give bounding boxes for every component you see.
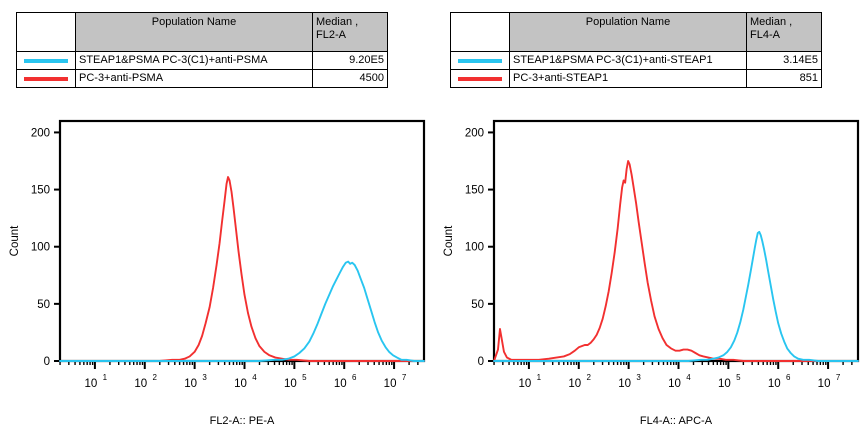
svg-text:10: 10 (284, 378, 297, 390)
svg-text:50: 50 (37, 299, 50, 311)
svg-text:Count: Count (443, 225, 455, 256)
svg-text:10: 10 (568, 378, 581, 390)
svg-text:150: 150 (31, 185, 50, 197)
svg-text:10: 10 (334, 378, 347, 390)
svg-text:6: 6 (352, 373, 357, 382)
population-name: PC-3+anti-STEAP1 (509, 69, 747, 88)
svg-text:200: 200 (31, 127, 50, 139)
panel-fl2: Population Name Median , FL2-A STEAP1&PS… (0, 0, 433, 443)
svg-text:3: 3 (636, 373, 641, 382)
table-row: PC-3+anti-STEAP1 851 (450, 69, 822, 88)
legend-header-median: Median , FL4-A (746, 12, 822, 52)
svg-text:5: 5 (302, 373, 307, 382)
svg-text:10: 10 (768, 378, 781, 390)
svg-text:10: 10 (85, 378, 98, 390)
svg-text:10: 10 (668, 378, 681, 390)
table-row: STEAP1&PSMA PC-3(C1)+anti-STEAP1 3.14E5 (450, 51, 822, 70)
legend-table-fl4: Population Name Median , FL4-A STEAP1&PS… (450, 12, 822, 88)
color-swatch-icon (24, 76, 68, 81)
legend-header-swatch (16, 12, 76, 52)
legend-swatch-cell (16, 51, 76, 70)
svg-text:10: 10 (184, 378, 197, 390)
population-name: PC-3+anti-PSMA (75, 69, 313, 88)
svg-text:100: 100 (465, 242, 484, 254)
svg-text:200: 200 (465, 127, 484, 139)
svg-text:2: 2 (153, 373, 158, 382)
median-value: 9.20E5 (312, 51, 388, 70)
svg-text:6: 6 (786, 373, 791, 382)
histogram-svg: 0 50 100 150 200 Count 10 1 10 2 10 3 10 4 10 5 10 6 10 7 FL… (443, 119, 860, 427)
legend-swatch-cell (16, 69, 76, 88)
median-header-line2: FL2-A (316, 28, 346, 41)
svg-text:50: 50 (471, 299, 484, 311)
svg-text:Count: Count (9, 225, 21, 256)
legend-table-fl2: Population Name Median , FL2-A STEAP1&PS… (16, 12, 388, 88)
legend-header-row: Population Name Median , FL2-A (16, 12, 388, 52)
svg-text:4: 4 (686, 373, 691, 382)
svg-text:100: 100 (31, 242, 50, 254)
svg-text:7: 7 (836, 373, 841, 382)
legend-swatch-cell (450, 51, 510, 70)
svg-text:0: 0 (44, 356, 50, 368)
svg-text:1: 1 (103, 373, 108, 382)
population-name: STEAP1&PSMA PC-3(C1)+anti-PSMA (75, 51, 313, 70)
population-name: STEAP1&PSMA PC-3(C1)+anti-STEAP1 (509, 51, 747, 70)
svg-text:150: 150 (465, 185, 484, 197)
svg-text:10: 10 (519, 378, 532, 390)
median-header-line2: FL4-A (750, 28, 780, 41)
svg-text:4: 4 (252, 373, 257, 382)
color-swatch-icon (24, 58, 68, 63)
histogram-plot-fl2: 0 50 100 150 200 Count 10 1 10 2 10 3 10 4 10 5 10 6 10 7 FL… (0, 108, 433, 443)
svg-text:3: 3 (202, 373, 207, 382)
histogram-plot-fl4: 0 50 100 150 200 Count 10 1 10 2 10 3 10 4 10 5 10 6 10 7 FL… (434, 108, 867, 443)
median-header-line1: Median , (750, 16, 793, 28)
legend-header-row: Population Name Median , FL4-A (450, 12, 822, 52)
svg-text:FL4-A:: APC-A: FL4-A:: APC-A (640, 415, 713, 427)
color-swatch-icon (458, 58, 502, 63)
svg-text:1: 1 (537, 373, 542, 382)
svg-text:0: 0 (478, 356, 484, 368)
median-value: 3.14E5 (746, 51, 822, 70)
legend-header-swatch (450, 12, 510, 52)
color-swatch-icon (458, 76, 502, 81)
legend-header-median: Median , FL2-A (312, 12, 388, 52)
median-header-line1: Median , (316, 16, 359, 28)
svg-text:7: 7 (402, 373, 407, 382)
median-value: 851 (746, 69, 822, 88)
table-row: STEAP1&PSMA PC-3(C1)+anti-PSMA 9.20E5 (16, 51, 388, 70)
svg-text:FL2-A:: PE-A: FL2-A:: PE-A (210, 415, 275, 427)
svg-text:10: 10 (818, 378, 831, 390)
legend-header-population: Population Name (509, 12, 747, 52)
svg-text:10: 10 (234, 378, 247, 390)
histogram-svg: 0 50 100 150 200 Count 10 1 10 2 10 3 10 4 10 5 10 6 10 7 FL… (9, 119, 426, 427)
svg-text:5: 5 (736, 373, 741, 382)
median-value: 4500 (312, 69, 388, 88)
svg-text:2: 2 (587, 373, 592, 382)
panel-fl4: Population Name Median , FL4-A STEAP1&PS… (434, 0, 867, 443)
legend-header-population: Population Name (75, 12, 313, 52)
legend-swatch-cell (450, 69, 510, 88)
svg-text:10: 10 (134, 378, 147, 390)
svg-text:10: 10 (618, 378, 631, 390)
svg-text:10: 10 (718, 378, 731, 390)
table-row: PC-3+anti-PSMA 4500 (16, 69, 388, 88)
svg-text:10: 10 (384, 378, 397, 390)
